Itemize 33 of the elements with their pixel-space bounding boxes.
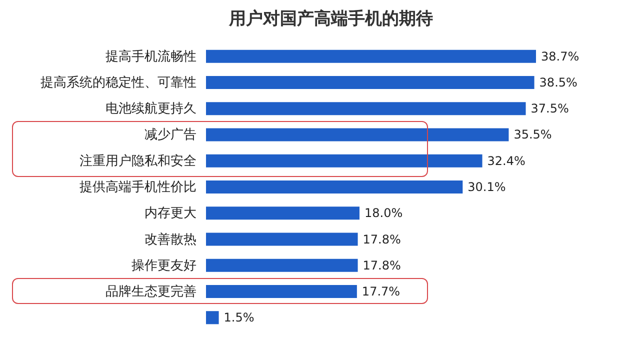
- data-label: 1.5%: [224, 310, 254, 325]
- y-tick-label: 提高系统的稳定性、可靠性: [40, 74, 196, 90]
- bar: [206, 206, 360, 220]
- y-tick-label: 操作更友好: [132, 258, 196, 274]
- data-label: 38.7%: [541, 49, 580, 64]
- chart-title: 用户对国产高端手机的期待: [228, 9, 433, 29]
- data-label: 17.8%: [362, 232, 401, 246]
- data-label: 30.1%: [468, 180, 506, 194]
- data-label: 38.5%: [539, 75, 578, 90]
- y-tick-label: 改善散热: [144, 231, 196, 248]
- bar: [206, 180, 463, 194]
- y-tick-label: 减少广告: [144, 128, 196, 143]
- data-label: 17.7%: [362, 284, 400, 299]
- y-tick-label: 电池续航更持久: [106, 102, 196, 117]
- y-tick-label: 注重用户隐私和安全: [80, 152, 196, 169]
- bar: [206, 284, 357, 298]
- y-tick-label: 内存更大: [144, 206, 196, 222]
- bar: [206, 258, 358, 272]
- bar: [206, 50, 536, 63]
- data-label: 32.4%: [487, 154, 526, 168]
- bar: [206, 154, 482, 168]
- data-label: 17.8%: [362, 258, 401, 272]
- y-tick-label: 品牌生态更完善: [106, 284, 196, 300]
- y-tick-label: 提高手机流畅性: [106, 48, 196, 64]
- y-tick-label: 提供高端手机性价比: [80, 179, 196, 195]
- data-label: 35.5%: [514, 128, 552, 142]
- bar: [206, 76, 534, 90]
- bar: [206, 311, 219, 324]
- data-label: 18.0%: [364, 206, 403, 220]
- bar: [206, 128, 509, 142]
- bar: [206, 102, 526, 116]
- data-label: 37.5%: [530, 102, 569, 116]
- bar: [206, 232, 358, 246]
